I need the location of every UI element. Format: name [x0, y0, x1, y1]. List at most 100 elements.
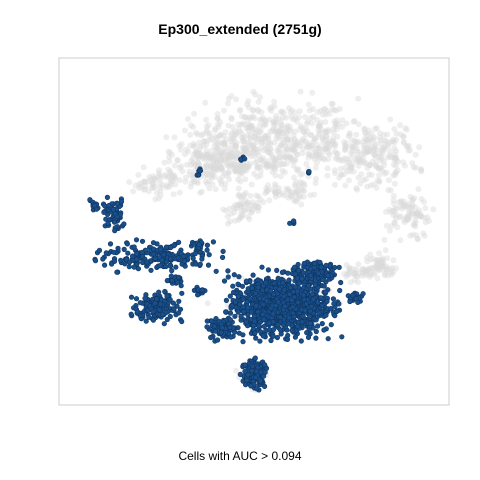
background-cell-point — [242, 164, 249, 171]
selected-cell-point — [223, 309, 229, 315]
background-cell-point — [368, 256, 374, 263]
background-cell-point — [225, 151, 232, 158]
background-cell-point — [409, 231, 416, 238]
selected-cell-point — [308, 303, 315, 310]
background-cell-point — [313, 175, 319, 182]
background-cell-point — [271, 157, 278, 164]
background-cell-point — [263, 161, 270, 168]
background-cell-point — [392, 172, 399, 179]
background-cell-point — [381, 162, 388, 169]
background-cell-point — [191, 167, 198, 174]
background-cell-point — [390, 154, 397, 161]
background-cell-point — [269, 154, 275, 161]
selected-cell-point — [253, 290, 259, 296]
background-cell-point — [392, 162, 399, 169]
background-cell-point — [408, 208, 415, 215]
background-cell-point — [190, 151, 197, 158]
selected-cell-point — [294, 288, 301, 294]
selected-cell-point — [162, 288, 168, 295]
background-cell-point — [237, 107, 244, 114]
background-cell-point — [291, 136, 298, 143]
background-cell-point — [377, 261, 384, 268]
selected-cell-point — [262, 362, 268, 368]
background-cell-point — [292, 148, 298, 155]
selected-cell-point — [286, 277, 292, 284]
background-cell-point — [282, 154, 289, 161]
background-cell-point — [271, 120, 278, 127]
background-cell-point — [251, 170, 258, 177]
background-cell-point — [275, 133, 282, 139]
background-cell-point — [218, 164, 225, 171]
selected-cell-point — [328, 322, 334, 328]
background-cell-point — [276, 162, 283, 169]
selected-cell-point — [176, 298, 182, 304]
background-cell-point — [198, 188, 205, 195]
background-cell-point — [283, 114, 290, 121]
background-cell-point — [222, 181, 229, 187]
background-cell-point — [320, 155, 327, 162]
selected-cell-point — [164, 316, 170, 323]
background-cell-point — [288, 193, 295, 200]
background-cell-point — [232, 141, 239, 148]
background-cell-point — [292, 145, 299, 152]
background-cell-point — [367, 161, 373, 168]
background-cell-point — [273, 128, 280, 135]
background-cell-point — [368, 137, 375, 144]
background-cell-point — [255, 207, 262, 214]
background-cell-point — [155, 170, 162, 177]
selected-cell-point — [275, 299, 282, 305]
background-cell-point — [403, 126, 410, 133]
background-cell-point — [204, 151, 211, 158]
background-cell-point — [271, 128, 278, 135]
background-cell-point — [378, 154, 385, 161]
background-cell-point — [167, 168, 174, 175]
background-cell-point — [244, 101, 251, 108]
background-cell-point — [232, 217, 238, 224]
selected-cell-point — [242, 368, 248, 375]
background-cell-point — [266, 140, 273, 146]
background-cell-point — [409, 196, 416, 203]
background-cell-point — [235, 149, 242, 156]
background-cell-point — [350, 168, 357, 175]
background-cell-point — [375, 260, 381, 267]
background-cell-point — [387, 209, 394, 216]
background-cell-point — [405, 203, 412, 210]
background-cell-point — [333, 117, 340, 124]
background-cell-point — [151, 175, 158, 182]
selected-cell-point — [150, 317, 156, 323]
background-cell-point — [256, 152, 263, 159]
background-cell-point — [272, 158, 279, 165]
background-cell-point — [163, 182, 170, 189]
selected-cell-point — [190, 255, 196, 261]
selected-cell-point — [253, 335, 259, 341]
background-cell-point — [225, 163, 232, 170]
background-cell-point — [378, 147, 385, 154]
background-cell-point — [401, 219, 408, 226]
background-cell-point — [303, 160, 310, 167]
background-cell-point — [371, 142, 378, 149]
background-cell-point — [267, 146, 274, 153]
background-cell-point — [262, 133, 268, 140]
background-cell-point — [217, 119, 224, 126]
background-cell-point — [334, 150, 341, 157]
selected-cell-point — [196, 242, 202, 248]
background-cell-point — [193, 129, 199, 136]
background-cell-point — [269, 164, 276, 171]
selected-cell-point — [213, 268, 219, 274]
background-cell-point — [242, 207, 248, 214]
background-cell-point — [156, 167, 162, 174]
background-cell-point — [251, 145, 258, 152]
background-cell-point — [235, 167, 242, 174]
background-cell-point — [352, 269, 359, 276]
background-cell-point — [167, 179, 174, 186]
background-cell-point — [257, 94, 264, 101]
selected-cell-point — [295, 323, 301, 329]
background-cell-point — [342, 142, 349, 149]
background-cell-point — [305, 154, 312, 161]
background-cell-point — [235, 176, 241, 183]
selected-cell-point — [294, 275, 300, 281]
background-cell-point — [366, 162, 373, 169]
selected-cell-point — [143, 318, 149, 324]
background-cell-point — [248, 181, 255, 188]
background-cell-point — [294, 151, 301, 158]
